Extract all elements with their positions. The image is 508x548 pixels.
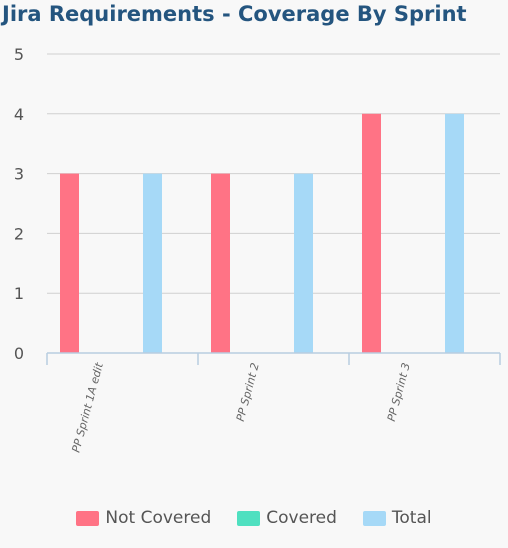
legend-item-covered[interactable]: Covered [237, 508, 337, 528]
legend-item-not-covered[interactable]: Not Covered [76, 508, 211, 528]
bar-not-covered [211, 173, 230, 353]
legend-swatch [362, 510, 386, 526]
x-axis-tick-labels: PP Sprint 1A edit PP Sprint 2 PP Sprint 3 [69, 361, 412, 454]
x-tick-label: PP Sprint 2 [234, 361, 262, 422]
bar-total [143, 173, 162, 353]
y-tick-label: 2 [14, 224, 24, 243]
y-tick-label: 4 [14, 105, 24, 124]
legend-item-total[interactable]: Total [362, 508, 432, 528]
legend-swatch [76, 510, 100, 526]
legend-label: Total [391, 508, 432, 528]
bar-total [294, 173, 313, 353]
y-tick-label: 1 [14, 284, 24, 303]
x-axis [46, 352, 501, 365]
bar-not-covered [60, 173, 79, 353]
y-tick-label: 5 [14, 45, 24, 64]
bars [60, 113, 464, 353]
legend-label: Not Covered [105, 508, 212, 528]
grid-lines [47, 53, 500, 354]
y-tick-label: 3 [14, 165, 24, 184]
chart-title: Jira Requirements - Coverage By Sprint [2, 2, 467, 26]
legend-label: Covered [266, 508, 337, 528]
legend-swatch [237, 510, 261, 526]
x-tick-label: PP Sprint 1A edit [69, 361, 106, 454]
bar-not-covered [362, 113, 381, 353]
bar-total [445, 113, 464, 353]
y-axis-ticks: 0 1 2 3 4 5 [14, 45, 24, 363]
legend: Not Covered Covered Total [0, 508, 508, 528]
y-tick-label: 0 [14, 344, 24, 363]
x-tick-label: PP Sprint 3 [385, 361, 413, 422]
